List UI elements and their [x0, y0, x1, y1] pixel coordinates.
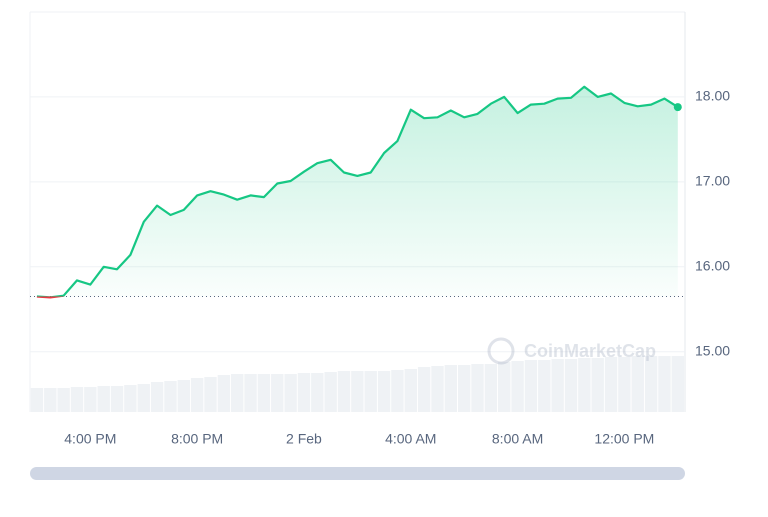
volume-bar	[564, 359, 578, 412]
volume-bar	[44, 388, 57, 412]
x-tick-label: 12:00 PM	[594, 431, 654, 447]
volume-bar	[644, 356, 658, 412]
volume-bar	[297, 373, 311, 412]
volume-bar	[324, 372, 337, 412]
watermark-text: CoinMarketCap	[524, 341, 656, 361]
volume-bar	[551, 359, 564, 412]
volume-bar	[257, 374, 271, 412]
volume-bar	[150, 382, 164, 412]
volume-bar	[57, 388, 70, 412]
volume-bar	[498, 362, 511, 412]
volume-bar	[351, 371, 364, 412]
volume-bar	[671, 356, 684, 412]
volume-bar	[190, 378, 204, 412]
volume-layer	[30, 356, 684, 412]
volume-bar	[444, 365, 458, 412]
volume-bar	[124, 385, 137, 412]
volume-bar	[511, 361, 524, 412]
volume-bar	[524, 360, 538, 412]
volume-bar	[538, 360, 551, 412]
price-area	[36, 86, 678, 298]
scrollbar[interactable]	[30, 467, 685, 480]
volume-bar	[177, 380, 191, 412]
volume-bar	[97, 386, 110, 412]
volume-bar	[631, 356, 644, 412]
y-tick-label: 18.00	[695, 88, 730, 104]
y-tick-label: 15.00	[695, 342, 730, 358]
volume-bar	[471, 364, 484, 412]
volume-bar	[417, 367, 431, 412]
x-tick-label: 8:00 AM	[492, 431, 543, 447]
volume-bar	[377, 371, 391, 412]
last-point	[673, 103, 682, 112]
x-tick-label: 2 Feb	[286, 431, 322, 447]
volume-bar	[391, 370, 404, 412]
volume-bar	[231, 374, 244, 412]
x-tick-label: 4:00 AM	[385, 431, 436, 447]
volume-bar	[70, 387, 84, 412]
volume-bar	[431, 366, 444, 412]
x-tick-label: 4:00 PM	[64, 431, 116, 447]
volume-bar	[484, 364, 498, 412]
volume-bar	[658, 356, 671, 412]
y-tick-label: 17.00	[695, 173, 730, 189]
volume-bar	[311, 373, 324, 412]
volume-bar	[404, 369, 417, 412]
volume-bar	[284, 374, 297, 412]
price-line	[36, 85, 679, 299]
volume-bar	[578, 358, 591, 412]
volume-bar	[604, 357, 618, 412]
volume-bar	[137, 384, 150, 412]
volume-bar	[618, 357, 631, 412]
volume-bar	[110, 386, 124, 412]
volume-bar	[364, 371, 377, 412]
volume-bar	[30, 388, 44, 412]
volume-bar	[204, 377, 217, 412]
watermark-logo	[487, 337, 515, 365]
volume-bar	[217, 375, 231, 412]
volume-bar	[271, 374, 284, 412]
volume-bar	[164, 381, 177, 412]
volume-bar	[337, 371, 351, 412]
volume-bar	[457, 365, 471, 412]
volume-bar	[591, 358, 604, 412]
volume-bar	[84, 387, 97, 412]
watermark: CoinMarketCap	[487, 337, 656, 365]
volume-bar	[244, 374, 257, 412]
y-tick-label: 16.00	[695, 257, 730, 273]
x-tick-label: 8:00 PM	[171, 431, 223, 447]
